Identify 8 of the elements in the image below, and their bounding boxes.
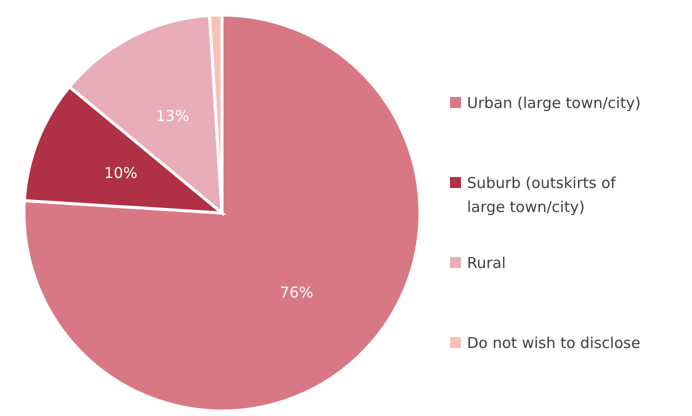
- data-label: 76%: [280, 283, 314, 302]
- legend-label: Urban (large town/city): [467, 94, 641, 112]
- data-label: 13%: [156, 106, 190, 125]
- data-label: 10%: [104, 164, 138, 182]
- legend-label: Suburb (outskirts of large town/city): [467, 174, 616, 216]
- legend-label: Do not wish to disclose: [467, 334, 640, 352]
- legend-label: Rural: [467, 254, 506, 272]
- pie-slice: [22, 14, 422, 412]
